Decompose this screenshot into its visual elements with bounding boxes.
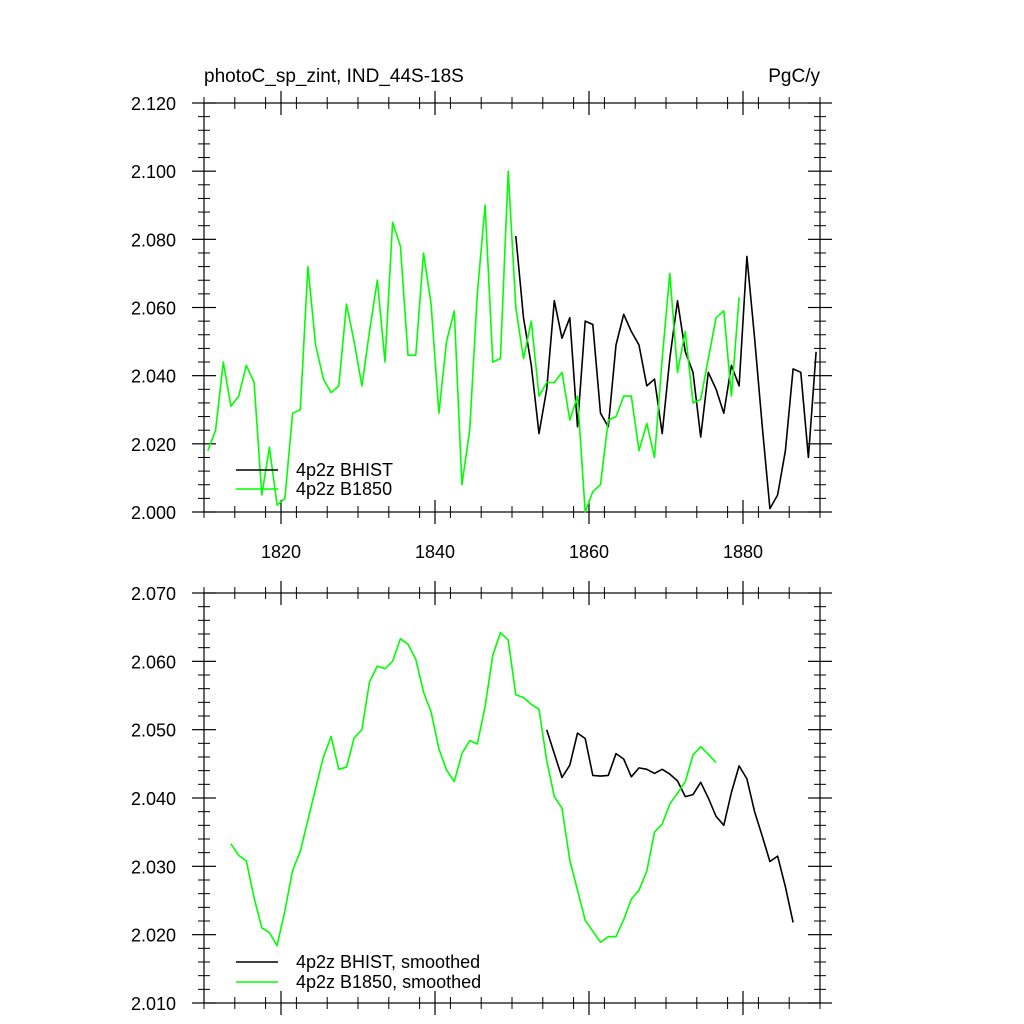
top-panel: 1820 1840 1860 1880 2.000 2.020 2.040 2.060 2.08… bbox=[131, 66, 832, 562]
series-line-b1850 bbox=[207, 170, 740, 513]
legend-label: 4p2z B1850 bbox=[296, 479, 392, 499]
y-tick-label: 2.040 bbox=[131, 789, 176, 809]
y-tick-label: 2.070 bbox=[131, 584, 176, 604]
chart-title-left: photoC_sp_zint, IND_44S-18S bbox=[204, 66, 464, 87]
y-tick-label: 2.100 bbox=[131, 162, 176, 182]
x-tick-label: 1880 bbox=[723, 542, 763, 562]
x-tick-label: 1860 bbox=[569, 542, 609, 562]
x-tick-label: 1820 bbox=[261, 542, 301, 562]
plot-frame bbox=[203, 102, 821, 513]
y-tick-label: 2.010 bbox=[131, 994, 176, 1014]
y-tick-label: 2.000 bbox=[131, 503, 176, 523]
plot-frame bbox=[203, 592, 821, 1004]
legend-label: 4p2z BHIST, smoothed bbox=[296, 952, 480, 972]
chart-units-label: PgC/y bbox=[768, 66, 820, 87]
y-tick-label: 2.120 bbox=[131, 94, 176, 114]
y-tick-label: 2.060 bbox=[131, 652, 176, 672]
y-tick-label: 2.040 bbox=[131, 367, 176, 387]
series-line-b1850 bbox=[230, 631, 717, 947]
x-tick-label: 1840 bbox=[415, 542, 455, 562]
legend-label: 4p2z BHIST bbox=[296, 460, 393, 480]
y-tick-label: 2.030 bbox=[131, 857, 176, 877]
y-tick-label: 2.060 bbox=[131, 299, 176, 319]
y-tick-label: 2.020 bbox=[131, 435, 176, 455]
series-line-bhist bbox=[545, 729, 794, 923]
legend-label: 4p2z B1850, smoothed bbox=[296, 972, 481, 992]
y-tick-label: 2.050 bbox=[131, 721, 176, 741]
series-line-bhist bbox=[515, 235, 817, 510]
y-tick-label: 2.020 bbox=[131, 926, 176, 946]
bottom-panel: 2.010 2.020 2.030 2.040 2.050 2.060 2.070 4p2z … bbox=[131, 581, 832, 1015]
y-tick-label: 2.080 bbox=[131, 230, 176, 250]
